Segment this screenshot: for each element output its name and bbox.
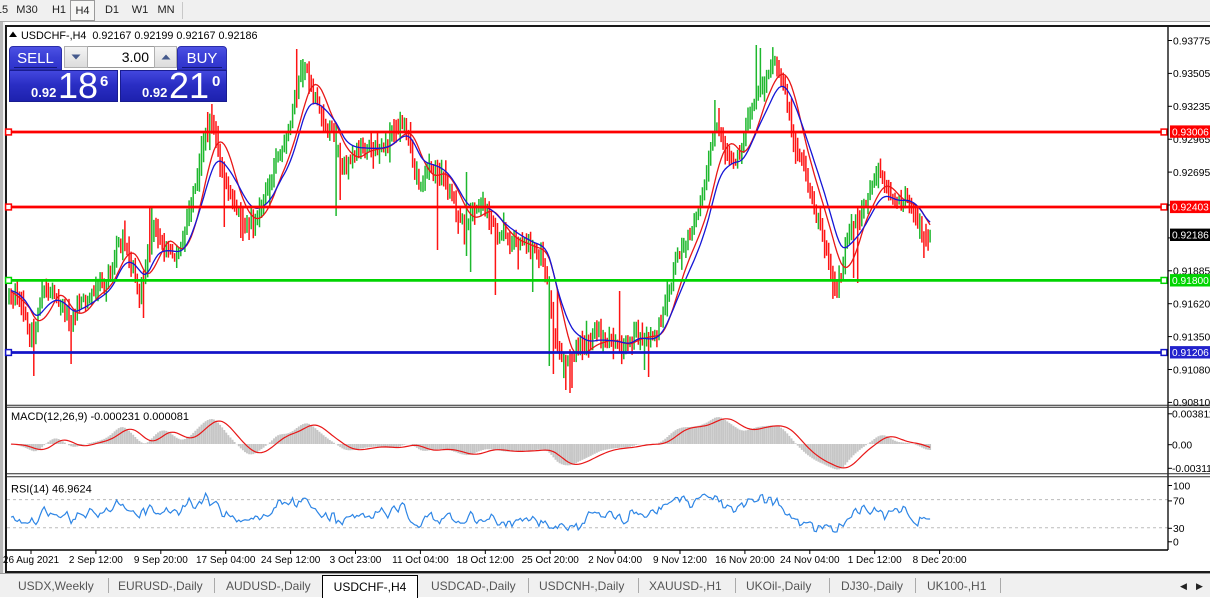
svg-text:0.92403: 0.92403	[1172, 203, 1209, 214]
svg-text:8 Dec 20:00: 8 Dec 20:00	[913, 555, 967, 566]
svg-text:2 Sep 12:00: 2 Sep 12:00	[69, 555, 123, 566]
svg-text:2 Nov 04:00: 2 Nov 04:00	[588, 555, 642, 566]
svg-text:17 Sep 04:00: 17 Sep 04:00	[196, 555, 256, 566]
svg-text:100: 100	[1173, 481, 1190, 492]
svg-text:RSI(14) 46.9624: RSI(14) 46.9624	[11, 484, 92, 496]
svg-text:0: 0	[1173, 538, 1179, 549]
svg-text:18 Oct 12:00: 18 Oct 12:00	[457, 555, 515, 566]
svg-text:0.91206: 0.91206	[1172, 348, 1209, 359]
svg-text:25 Oct 20:00: 25 Oct 20:00	[522, 555, 580, 566]
svg-text:-0.003115: -0.003115	[1172, 464, 1210, 475]
svg-text:0.003811: 0.003811	[1172, 410, 1210, 421]
svg-text:0.91080: 0.91080	[1173, 365, 1210, 376]
svg-text:26 Aug 2021: 26 Aug 2021	[3, 555, 60, 566]
svg-text:0.91885: 0.91885	[1173, 267, 1210, 278]
svg-text:9 Sep 20:00: 9 Sep 20:00	[134, 555, 188, 566]
svg-text:0.00: 0.00	[1172, 441, 1192, 452]
svg-text:30: 30	[1173, 524, 1185, 535]
svg-text:0.90810: 0.90810	[1173, 398, 1210, 409]
svg-text:24 Sep 12:00: 24 Sep 12:00	[261, 555, 321, 566]
svg-text:0.93775: 0.93775	[1173, 36, 1210, 47]
svg-text:0.93006: 0.93006	[1172, 127, 1209, 138]
svg-text:16 Nov 20:00: 16 Nov 20:00	[715, 555, 775, 566]
svg-text:0.93235: 0.93235	[1173, 102, 1210, 113]
svg-text:24 Nov 04:00: 24 Nov 04:00	[780, 555, 840, 566]
svg-text:70: 70	[1173, 497, 1185, 508]
svg-text:0.92186: 0.92186	[1172, 231, 1209, 242]
svg-text:0.92695: 0.92695	[1173, 168, 1210, 179]
svg-text:0.92965: 0.92965	[1173, 135, 1210, 146]
svg-text:USDCHF-,H4 0.92167 0.92199 0.: USDCHF-,H4 0.92167 0.92199 0.92167 0.921…	[21, 30, 258, 42]
svg-text:0.91800: 0.91800	[1172, 276, 1209, 287]
svg-text:11 Oct 04:00: 11 Oct 04:00	[392, 555, 449, 566]
svg-text:3 Oct 23:00: 3 Oct 23:00	[330, 555, 382, 566]
svg-text:1 Dec 12:00: 1 Dec 12:00	[848, 555, 902, 566]
svg-text:0.93505: 0.93505	[1173, 69, 1210, 80]
svg-text:9 Nov 12:00: 9 Nov 12:00	[653, 555, 707, 566]
svg-text:0.91350: 0.91350	[1173, 332, 1210, 343]
svg-text:MACD(12,26,9) -0.000231 0.0000: MACD(12,26,9) -0.000231 0.000081	[11, 411, 189, 423]
svg-text:0.91620: 0.91620	[1173, 300, 1210, 311]
